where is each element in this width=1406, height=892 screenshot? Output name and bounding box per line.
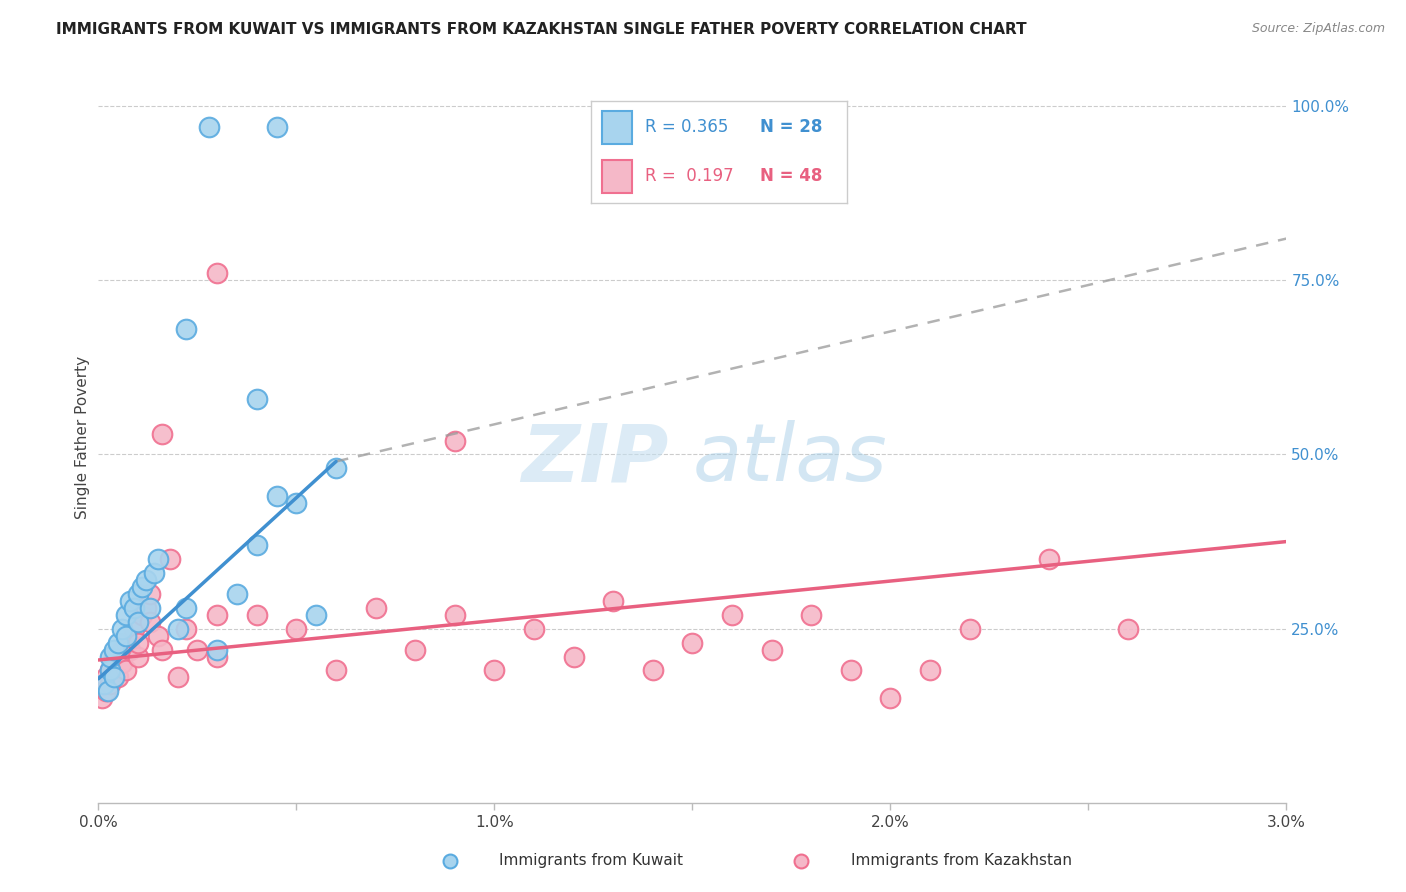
Point xyxy=(246,607,269,622)
Point xyxy=(98,664,121,678)
Point xyxy=(131,580,153,594)
Point xyxy=(103,649,125,664)
Point xyxy=(159,552,181,566)
Point xyxy=(139,587,162,601)
Point xyxy=(103,642,125,657)
Bar xyxy=(602,160,633,193)
Text: Immigrants from Kazakhstan: Immigrants from Kazakhstan xyxy=(851,854,1071,868)
Text: ZIP: ZIP xyxy=(522,420,669,498)
Point xyxy=(790,854,813,868)
Point xyxy=(800,607,823,622)
Point xyxy=(122,600,145,615)
Point xyxy=(98,677,121,691)
Point xyxy=(146,552,169,566)
Point xyxy=(107,670,129,684)
Point xyxy=(96,670,118,684)
Point xyxy=(246,538,269,552)
Point xyxy=(404,642,426,657)
Point xyxy=(150,642,173,657)
Point xyxy=(122,622,145,636)
Point xyxy=(174,600,197,615)
Text: R =  0.197: R = 0.197 xyxy=(645,168,734,186)
Point xyxy=(93,677,115,691)
Point xyxy=(721,607,744,622)
Point xyxy=(207,649,229,664)
Point xyxy=(602,594,624,608)
Point xyxy=(325,461,347,475)
Point xyxy=(305,607,328,622)
Point xyxy=(127,635,149,649)
Point xyxy=(523,622,546,636)
Point xyxy=(142,566,165,580)
Point xyxy=(439,854,461,868)
Point xyxy=(285,496,308,510)
Point xyxy=(484,664,506,678)
Text: Immigrants from Kuwait: Immigrants from Kuwait xyxy=(499,854,683,868)
Point xyxy=(127,649,149,664)
Point xyxy=(103,670,125,684)
Text: N = 28: N = 28 xyxy=(761,119,823,136)
Point xyxy=(959,622,981,636)
Point xyxy=(186,642,208,657)
Point xyxy=(107,635,129,649)
Point xyxy=(562,649,585,664)
Point xyxy=(444,434,467,448)
Point xyxy=(150,426,173,441)
Point xyxy=(174,322,197,336)
Point xyxy=(839,664,862,678)
Point xyxy=(444,607,467,622)
Point xyxy=(226,587,249,601)
Point xyxy=(115,607,138,622)
Point xyxy=(127,615,149,629)
Point xyxy=(682,635,704,649)
Point xyxy=(139,600,162,615)
Point xyxy=(135,573,157,587)
Text: Source: ZipAtlas.com: Source: ZipAtlas.com xyxy=(1251,22,1385,36)
Point xyxy=(1116,622,1139,636)
Point xyxy=(91,691,114,706)
Point xyxy=(166,622,188,636)
Point xyxy=(198,120,221,134)
Point xyxy=(98,649,121,664)
Point xyxy=(120,594,142,608)
Text: IMMIGRANTS FROM KUWAIT VS IMMIGRANTS FROM KAZAKHSTAN SINGLE FATHER POVERTY CORRE: IMMIGRANTS FROM KUWAIT VS IMMIGRANTS FRO… xyxy=(56,22,1026,37)
Point xyxy=(174,622,197,636)
Point xyxy=(325,664,347,678)
Bar xyxy=(602,111,633,144)
Text: R = 0.365: R = 0.365 xyxy=(645,119,728,136)
Point xyxy=(761,642,783,657)
Point xyxy=(96,684,118,698)
Point xyxy=(111,622,134,636)
Point xyxy=(879,691,901,706)
Point xyxy=(131,607,153,622)
Point xyxy=(139,615,162,629)
Point xyxy=(115,664,138,678)
Point xyxy=(207,266,229,280)
Point xyxy=(146,629,169,643)
Point xyxy=(641,664,664,678)
Point xyxy=(120,642,142,657)
Point xyxy=(115,635,138,649)
Point xyxy=(1038,552,1060,566)
Point xyxy=(166,670,188,684)
Point xyxy=(207,642,229,657)
Point xyxy=(285,622,308,636)
Point xyxy=(266,120,288,134)
Point xyxy=(266,489,288,503)
Point xyxy=(115,629,138,643)
Point xyxy=(111,642,134,657)
Y-axis label: Single Father Poverty: Single Father Poverty xyxy=(75,356,90,518)
Point xyxy=(111,657,134,671)
Point xyxy=(364,600,387,615)
Point xyxy=(207,607,229,622)
Point xyxy=(97,684,120,698)
Point xyxy=(98,664,121,678)
Point xyxy=(135,600,157,615)
Text: atlas: atlas xyxy=(693,420,887,498)
Text: N = 48: N = 48 xyxy=(761,168,823,186)
Point xyxy=(920,664,942,678)
Point xyxy=(246,392,269,406)
Point xyxy=(127,587,149,601)
